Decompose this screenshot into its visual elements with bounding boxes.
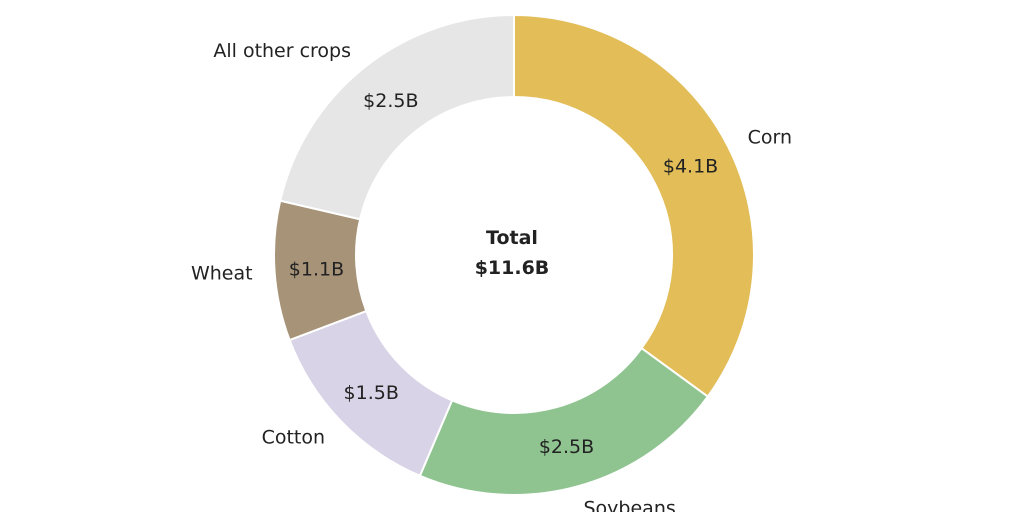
category-label-soybeans: Soybeans	[584, 498, 676, 512]
value-label-all-other-crops: $2.5B	[363, 90, 418, 112]
category-label-all-other-crops: All other crops	[213, 40, 351, 62]
center-total-value: $11.6B	[475, 257, 550, 279]
category-label-cotton: Cotton	[262, 426, 325, 448]
value-label-soybeans: $2.5B	[539, 436, 594, 458]
slice-soybeans	[418, 346, 710, 496]
value-label-cotton: $1.5B	[344, 382, 399, 404]
value-label-wheat: $1.1B	[289, 258, 344, 280]
slice-all-other-crops	[279, 13, 515, 221]
center-total-title: Total	[486, 227, 538, 249]
category-label-wheat: Wheat	[191, 263, 253, 285]
slice-group	[273, 13, 755, 496]
slice-corn	[513, 13, 755, 398]
value-label-group: $4.1B $2.5B $1.5B $1.1B $2.5B	[289, 90, 718, 458]
category-label-corn: Corn	[748, 126, 792, 148]
value-label-corn: $4.1B	[663, 155, 718, 177]
category-label-group: Corn Soybeans Cotton Wheat All other crops	[191, 40, 792, 512]
